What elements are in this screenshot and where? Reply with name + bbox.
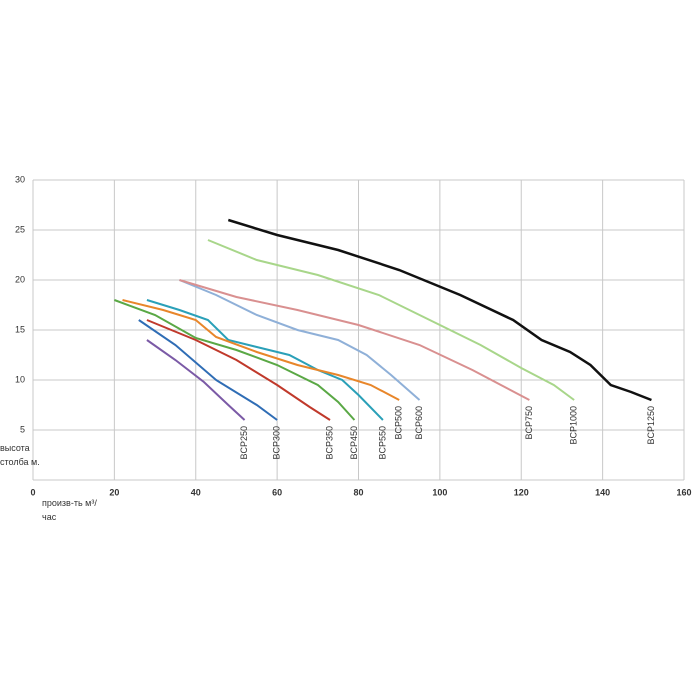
curve-label: BCP450 bbox=[349, 426, 359, 460]
x-tick-label: 100 bbox=[432, 487, 447, 497]
x-tick-label: 40 bbox=[191, 487, 201, 497]
curve-label: BCP250 bbox=[239, 426, 249, 460]
curve bbox=[114, 299, 356, 421]
curve-label: BCP1000 bbox=[569, 406, 579, 445]
curve-label: BCP350 bbox=[324, 426, 334, 460]
curve-label: BCP500 bbox=[394, 406, 404, 440]
y-tick-label: 25 bbox=[15, 224, 25, 234]
curve-label: BCP600 bbox=[414, 406, 424, 440]
curve bbox=[122, 299, 400, 401]
x-tick-label: 20 bbox=[109, 487, 119, 497]
curve-label: BCP550 bbox=[377, 426, 387, 460]
curve bbox=[227, 218, 652, 402]
y-tick-label: 10 bbox=[15, 374, 25, 384]
x-tick-label: 0 bbox=[30, 487, 35, 497]
curve bbox=[207, 239, 575, 401]
x-tick-label: 60 bbox=[272, 487, 282, 497]
x-tick-label: 80 bbox=[353, 487, 363, 497]
x-axis-label: произв-ть м³/час bbox=[42, 498, 97, 522]
y-tick-label: 20 bbox=[15, 274, 25, 284]
curve-label: BCP1250 bbox=[646, 406, 656, 445]
curve bbox=[146, 299, 384, 421]
curve-label: BCP750 bbox=[524, 406, 534, 440]
curve bbox=[179, 279, 421, 401]
y-tick-label: 30 bbox=[15, 174, 25, 184]
y-tick-label: 15 bbox=[15, 324, 25, 334]
x-tick-label: 140 bbox=[595, 487, 610, 497]
x-tick-label: 160 bbox=[676, 487, 691, 497]
y-axis-label: высота столба м. bbox=[0, 443, 40, 467]
curve bbox=[179, 279, 530, 401]
curve bbox=[146, 319, 331, 421]
x-tick-label: 120 bbox=[514, 487, 529, 497]
curve-label: BCP300 bbox=[272, 426, 282, 460]
curve bbox=[146, 339, 246, 421]
curve bbox=[138, 319, 278, 421]
y-tick-label: 5 bbox=[20, 424, 25, 434]
